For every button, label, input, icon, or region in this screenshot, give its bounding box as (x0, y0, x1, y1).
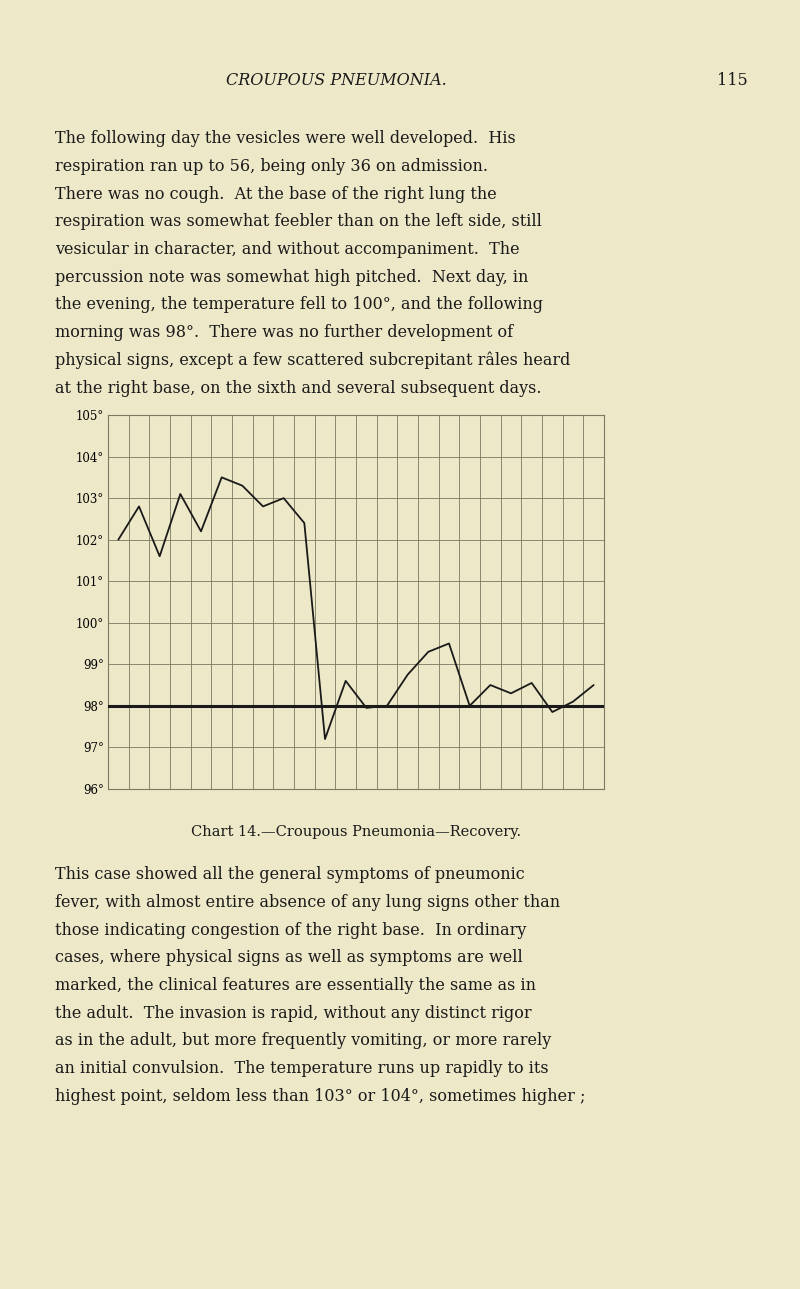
Text: the adult.  The invasion is rapid, without any distinct rigor: the adult. The invasion is rapid, withou… (55, 1005, 532, 1022)
Text: This case showed all the general symptoms of pneumonic: This case showed all the general symptom… (55, 866, 525, 883)
Text: percussion note was somewhat high pitched.  Next day, in: percussion note was somewhat high pitche… (55, 268, 529, 286)
Text: marked, the clinical features are essentially the same as in: marked, the clinical features are essent… (55, 977, 536, 994)
Text: fever, with almost entire absence of any lung signs other than: fever, with almost entire absence of any… (55, 895, 560, 911)
Text: the evening, the temperature fell to 100°, and the following: the evening, the temperature fell to 100… (55, 296, 543, 313)
Text: respiration ran up to 56, being only 36 on admission.: respiration ran up to 56, being only 36 … (55, 157, 488, 175)
Text: There was no cough.  At the base of the right lung the: There was no cough. At the base of the r… (55, 186, 497, 202)
Text: cases, where physical signs as well as symptoms are well: cases, where physical signs as well as s… (55, 949, 523, 967)
Text: highest point, seldom less than 103° or 104°, sometimes higher ;: highest point, seldom less than 103° or … (55, 1088, 586, 1105)
Text: The following day the vesicles were well developed.  His: The following day the vesicles were well… (55, 130, 516, 147)
Text: those indicating congestion of the right base.  In ordinary: those indicating congestion of the right… (55, 922, 526, 938)
Text: at the right base, on the sixth and several subsequent days.: at the right base, on the sixth and seve… (55, 379, 542, 397)
Text: CROUPOUS PNEUMONIA.: CROUPOUS PNEUMONIA. (226, 72, 446, 89)
Text: morning was 98°.  There was no further development of: morning was 98°. There was no further de… (55, 324, 514, 342)
Text: as in the adult, but more frequently vomiting, or more rarely: as in the adult, but more frequently vom… (55, 1032, 551, 1049)
Text: respiration was somewhat feebler than on the left side, still: respiration was somewhat feebler than on… (55, 214, 542, 231)
Text: 115: 115 (718, 72, 748, 89)
Text: vesicular in character, and without accompaniment.  The: vesicular in character, and without acco… (55, 241, 520, 258)
Text: Chart 14.—Croupous Pneumonia—Recovery.: Chart 14.—Croupous Pneumonia—Recovery. (191, 825, 521, 839)
Text: an initial convulsion.  The temperature runs up rapidly to its: an initial convulsion. The temperature r… (55, 1060, 549, 1078)
Text: physical signs, except a few scattered subcrepitant râles heard: physical signs, except a few scattered s… (55, 352, 570, 370)
